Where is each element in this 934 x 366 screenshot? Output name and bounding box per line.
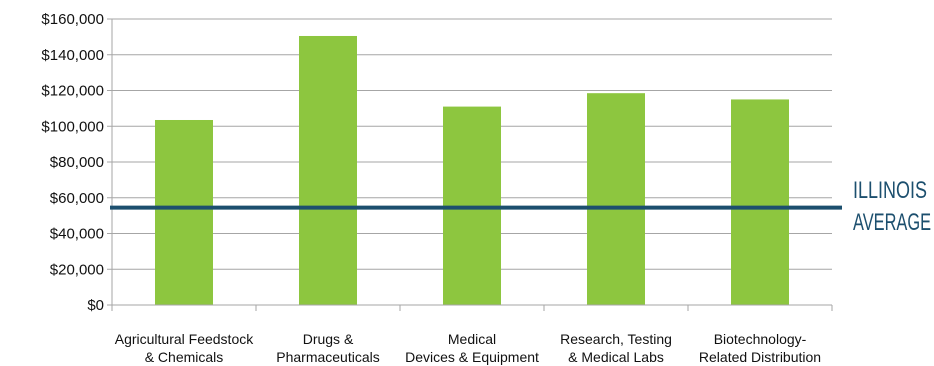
y-tick-label: $100,000 <box>41 118 104 135</box>
y-tick-label: $20,000 <box>50 261 104 278</box>
y-tick-label: $0 <box>87 297 104 314</box>
x-category-label: Biotechnology- Related Distribution <box>699 331 821 365</box>
x-category-label-line: & Chemicals <box>145 349 224 365</box>
x-category-label-line: Pharmaceuticals <box>276 349 380 365</box>
bar <box>299 35 357 305</box>
x-category-label: Research, Testing & Medical Labs <box>560 331 672 365</box>
y-tick-label: $80,000 <box>50 154 104 171</box>
x-category-label: Agricultural Feedstock & Chemicals <box>115 331 255 365</box>
x-category-label: Medical Devices & Equipment <box>405 331 539 365</box>
x-category-label-line: Biotechnology- <box>714 331 807 347</box>
bar <box>155 119 213 306</box>
x-category-label-line: & Medical Labs <box>568 349 664 365</box>
y-tick-label: $60,000 <box>50 190 104 207</box>
bar <box>587 93 645 306</box>
x-category-label-line: Devices & Equipment <box>405 349 539 365</box>
reference-label: ILLINOIS <box>853 177 927 204</box>
x-category-label-line: Drugs & <box>303 331 354 347</box>
y-tick-label: $140,000 <box>41 47 104 64</box>
illinois-average-line: ILLINOIS AVERAGE <box>110 177 931 236</box>
x-category-label-line: Related Distribution <box>699 349 821 365</box>
x-category-label: Drugs & Pharmaceuticals <box>276 331 380 365</box>
reference-label: AVERAGE <box>853 209 931 236</box>
y-tick-label: $120,000 <box>41 83 104 100</box>
y-axis-ticks: $0 $20,000 $40,000 $60,000 $80,000 $100,000 $1… <box>41 11 113 314</box>
bars <box>155 35 789 306</box>
x-category-label-line: Medical <box>448 331 496 347</box>
bar <box>731 99 789 305</box>
y-tick-label: $160,000 <box>41 11 104 28</box>
x-category-label-line: Research, Testing <box>560 331 672 347</box>
x-category-label-line: Agricultural Feedstock <box>115 331 255 347</box>
x-axis-labels: Agricultural Feedstock & Chemicals Drugs &… <box>115 331 821 365</box>
x-axis <box>111 304 833 311</box>
y-tick-label: $40,000 <box>50 226 104 243</box>
